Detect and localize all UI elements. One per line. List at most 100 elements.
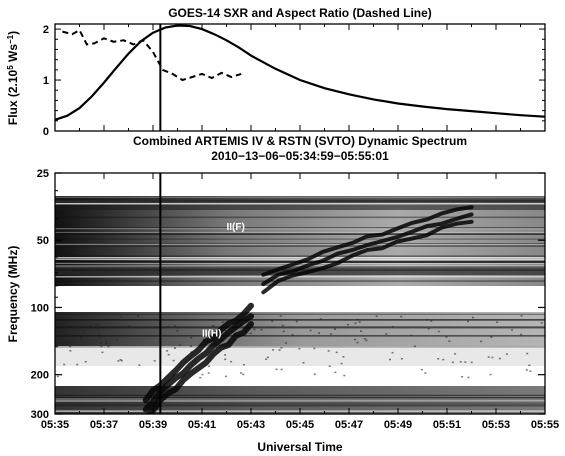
spectrum-speckle [201, 373, 204, 376]
spectrum-speckle [64, 334, 67, 336]
spectrum-band-light [55, 346, 545, 366]
spectrum-speckle [520, 333, 523, 336]
type-ii-burst-lanes [142, 205, 474, 414]
spectrum-speckle [442, 358, 445, 361]
spectrum-speckle [127, 325, 130, 327]
type-ii-burst-lane [145, 321, 254, 414]
spectrum-speckle [464, 361, 467, 363]
spectrum-y-tick-label: 200 [31, 370, 49, 382]
spectrum-speckle [291, 334, 294, 336]
top-y-tick-label: 0 [43, 126, 49, 138]
spectrum-speckle [84, 361, 87, 363]
spectrum-speckle [119, 359, 122, 361]
spectrum-speckle [272, 349, 275, 351]
spectrum-speckle [489, 373, 492, 376]
spectrum-speckle [498, 357, 501, 360]
spectrum-speckle [437, 358, 440, 360]
spectrum-speckle [354, 322, 357, 324]
spectrum-speckle [167, 353, 170, 356]
spectrum-speckle [56, 375, 59, 378]
spectrum-speckle [520, 315, 523, 317]
top-plot-frame [54, 23, 546, 132]
spectrum-band-middle [55, 312, 545, 346]
spectrum-speckle [172, 359, 175, 362]
spectrum-band-white-gap [55, 366, 545, 380]
top-y-axis-label: Flux (2.105 Ws−1) [6, 31, 20, 125]
spectrum-speckle [271, 320, 274, 322]
top-chart-plot: 0 1 2 [43, 23, 546, 138]
spectrum-speckle [221, 321, 224, 323]
spectrum-speckle [420, 368, 423, 371]
spectrum-speckle [448, 340, 451, 342]
spectrum-x-ticks: 05:35 05:37 05:39 05:41 05:43 05:45 05:47 05:49… [41, 173, 559, 431]
spectrum-x-axis-label: Universal Time [257, 440, 342, 454]
spectrum-speckle [340, 362, 343, 365]
spectrum-speckle [127, 335, 130, 337]
spectrum-speckle [385, 333, 388, 335]
spectrum-speckle [63, 363, 66, 366]
type-ii-burst-lane [261, 219, 474, 295]
spectrum-speckle [427, 327, 430, 330]
spectrum-speckle [98, 333, 101, 336]
spectrum-speckle [400, 358, 403, 360]
type-ii-burst-lane [142, 313, 254, 413]
spectrum-speckle [179, 344, 182, 346]
type-ii-burst-lane [142, 302, 254, 404]
spectrum-speckle [207, 372, 210, 374]
spectrum-speckle [80, 336, 82, 339]
spectrum-speckle [295, 320, 298, 323]
spectrum-speckle [424, 372, 427, 374]
type-ii-burst-lane [261, 212, 474, 286]
spectrum-speckle [445, 336, 448, 338]
spectrum-x-tick-label: 05:41 [188, 419, 216, 431]
spectrum-y-ticks: 25 50 100 200 300 [31, 168, 545, 421]
spectrum-speckle [278, 349, 281, 351]
spectrum-speckle [114, 335, 117, 337]
spectrum-speckle [356, 341, 359, 344]
spectrum-speckle [101, 351, 104, 354]
spectrum-speckle [528, 364, 531, 366]
spectrum-speckle [224, 354, 227, 356]
spectrum-speckle [215, 346, 218, 349]
spectrum-y-tick-label: 100 [31, 302, 49, 314]
spectrum-speckle [190, 336, 193, 339]
spectrum-speckle [120, 315, 123, 318]
spectrum-speckle [199, 376, 202, 379]
spectrum-speckle [313, 347, 316, 350]
spectrum-speckle [260, 328, 263, 331]
spectrum-speckle [224, 358, 227, 361]
spectrum-speckle [249, 332, 252, 335]
spectrum-speckle [55, 342, 57, 345]
type-ii-burst-lane [261, 205, 474, 277]
ylabel-exp1: 5 [6, 65, 15, 70]
spectrum-speckle [280, 347, 283, 349]
spectrum-speckle [363, 338, 366, 340]
spectrum-y-tick-label: 300 [31, 409, 49, 421]
spectrum-speckle [343, 374, 346, 377]
spectrum-speckle [318, 332, 320, 334]
spectrum-x-tick-label: 05:53 [482, 419, 510, 431]
spectrum-speckle [525, 369, 528, 371]
spectrum-x-tick-label: 05:51 [433, 419, 461, 431]
spectrum-speckle [467, 320, 470, 323]
spectrum-speckle [173, 325, 176, 327]
spectrum-x-tick-label: 05:55 [531, 419, 559, 431]
spectrum-speckle [230, 360, 233, 363]
spectrum-speckle [319, 318, 322, 320]
spectrum-speckle [511, 329, 513, 331]
spectrum-speckle [242, 364, 245, 366]
spectrum-speckle [138, 364, 141, 366]
spectrum-speckle [97, 323, 100, 326]
spectrum-speckle [487, 356, 490, 358]
spectrum-speckle [208, 365, 211, 368]
burst-label-harmonic: II(H) [202, 329, 221, 340]
spectrum-speckle [389, 358, 391, 361]
spectrum-speckle [105, 340, 107, 343]
spectrum-speckle [240, 372, 243, 374]
spectrum-speckle [298, 348, 301, 350]
spectrum-speckle [459, 361, 462, 363]
spectrum-speckle [275, 368, 278, 371]
spectrum-speckle [426, 319, 428, 321]
spectrum-plot [55, 173, 545, 414]
spectrum-y-axis-label: Frequency (MHz) [6, 246, 20, 343]
